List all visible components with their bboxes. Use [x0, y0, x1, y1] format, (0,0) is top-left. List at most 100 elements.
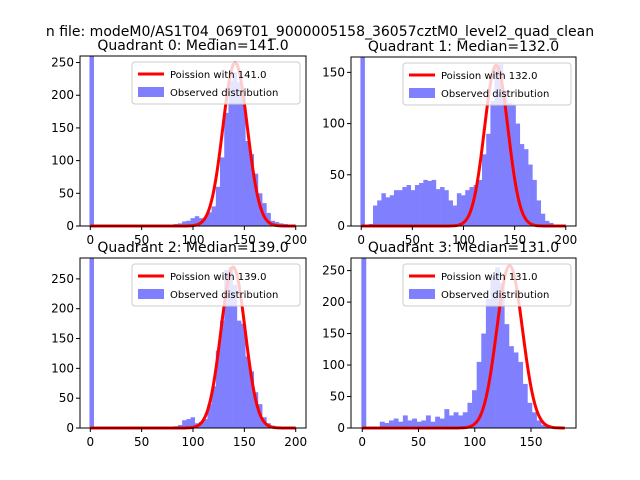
- histogram-bar: [540, 213, 546, 226]
- y-tick-label: 200: [51, 302, 74, 316]
- histogram-bar: [532, 412, 537, 428]
- histogram-bar: [508, 346, 514, 428]
- histogram-bar: [490, 101, 495, 226]
- subplot-title: Quadrant 1: Median=132.0: [368, 39, 559, 55]
- histogram-bar: [211, 206, 217, 226]
- y-tick-label: 50: [59, 186, 74, 200]
- histogram-bar: [249, 154, 255, 226]
- y-tick-label: 100: [51, 361, 74, 375]
- histogram-bar: [190, 417, 196, 428]
- legend-label-observed: Observed distribution: [441, 89, 549, 100]
- subplot-grid: 0 50 100 150 200 0 50 100 150 200 250 Poission with…: [51, 38, 577, 449]
- x-axis-ticks: 0 50 100 150 200: [86, 226, 307, 247]
- y-tick-label: 200: [322, 295, 345, 309]
- x-tick-label: 150: [520, 435, 543, 449]
- x-tick-label: 50: [411, 435, 426, 449]
- histogram-bar: [393, 418, 399, 428]
- histogram-bar: [522, 383, 528, 428]
- histogram-bar: [430, 421, 436, 428]
- axes-frame: [350, 257, 577, 429]
- histogram-bar: [215, 350, 221, 428]
- histogram-bar: [502, 90, 508, 226]
- histogram-bar: [439, 418, 445, 428]
- histogram-bar: [361, 258, 367, 428]
- histogram-bar: [499, 283, 505, 428]
- histogram-bar: [448, 200, 453, 226]
- y-axis-ticks: 0 50 100 150 200 250: [51, 56, 80, 233]
- x-tick-label: 0: [86, 435, 94, 449]
- histogram-bar: [224, 112, 229, 226]
- histogram-bar: [203, 419, 208, 428]
- x-tick-label: 150: [233, 435, 256, 449]
- x-tick-label: 50: [405, 233, 420, 247]
- x-tick-label: 0: [358, 435, 366, 449]
- histogram-bar: [379, 421, 385, 428]
- histogram-bar: [211, 386, 217, 428]
- x-tick-label: 100: [452, 233, 475, 247]
- y-tick-label: 150: [322, 327, 345, 341]
- y-tick-label: 150: [322, 65, 345, 79]
- legend-box: [131, 263, 301, 307]
- y-tick-label: 100: [322, 358, 345, 372]
- histogram-bar: [232, 72, 238, 226]
- histogram-bar: [245, 141, 250, 226]
- y-tick-label: 250: [322, 264, 345, 278]
- subplot-quadrant-1: 0 50 100 150 200 0 50 100 150 Poission with 132.0…: [322, 39, 577, 247]
- histogram-bar: [203, 217, 208, 226]
- x-tick-label: 200: [284, 435, 307, 449]
- y-tick-label: 0: [66, 219, 74, 233]
- x-tick-label: 200: [284, 233, 307, 247]
- histogram-bar: [513, 352, 519, 428]
- histogram-bar: [190, 218, 196, 226]
- histogram-bar: [186, 419, 191, 428]
- x-tick-label: 100: [182, 435, 205, 449]
- histogram-bar: [462, 412, 468, 428]
- legend-label-poisson: Poission with 131.0: [441, 272, 537, 283]
- histogram-bar: [224, 269, 229, 428]
- subplot-quadrant-0: 0 50 100 150 200 0 50 100 150 200 250 Poission with…: [51, 38, 307, 247]
- x-axis-ticks: 0 50 100 150 200: [86, 428, 307, 449]
- legend: Poission with 139.0 Observed distribution: [131, 263, 301, 307]
- histogram-bar: [236, 320, 242, 428]
- x-tick-label: 0: [357, 233, 365, 247]
- histogram-bar: [515, 123, 521, 226]
- histogram-bar: [402, 415, 408, 428]
- histogram-bar: [384, 422, 390, 428]
- legend-bar-swatch: [409, 88, 435, 98]
- histogram-bar: [215, 186, 221, 226]
- x-tick-label: 50: [134, 435, 149, 449]
- histogram-bar: [253, 392, 259, 428]
- y-tick-label: 200: [51, 88, 74, 102]
- histogram-bar: [523, 149, 529, 226]
- histogram-bar: [182, 221, 187, 226]
- legend-bar-swatch: [138, 87, 164, 97]
- histogram-bar: [476, 361, 482, 428]
- histogram-bar: [398, 190, 403, 226]
- y-axis-ticks: 0 50 100 150 200 250: [51, 272, 80, 435]
- y-axis-ticks: 0 50 100 150: [322, 65, 351, 233]
- histogram-bar: [486, 133, 491, 226]
- y-tick-label: 50: [59, 391, 74, 405]
- histogram-bar: [494, 67, 500, 227]
- histogram-bar: [249, 371, 255, 428]
- histogram-bar: [416, 421, 422, 428]
- histogram-bar: [381, 193, 386, 226]
- legend: Poission with 131.0 Observed distribution: [402, 263, 572, 307]
- histogram-bar: [410, 190, 416, 226]
- figure-suptitle: n file: modeM0/AS1T04_069T01_9000005158_…: [46, 24, 594, 40]
- histogram-bars: [360, 57, 554, 227]
- histogram-bar: [456, 193, 462, 226]
- histogram-bar: [458, 415, 464, 428]
- histogram-bar: [518, 361, 524, 428]
- histogram-bar: [182, 420, 187, 428]
- legend-label-poisson: Poission with 139.0: [170, 272, 266, 283]
- histogram-bar: [431, 179, 437, 226]
- histogram-bar: [372, 205, 378, 226]
- histogram-bar: [465, 190, 470, 226]
- legend: Poission with 132.0 Observed distribution: [402, 62, 572, 106]
- histogram-bar: [498, 64, 504, 226]
- histogram-bar: [236, 82, 242, 227]
- histogram-bar: [412, 418, 417, 428]
- histogram-bar: [389, 195, 395, 226]
- y-tick-label: 250: [51, 56, 74, 70]
